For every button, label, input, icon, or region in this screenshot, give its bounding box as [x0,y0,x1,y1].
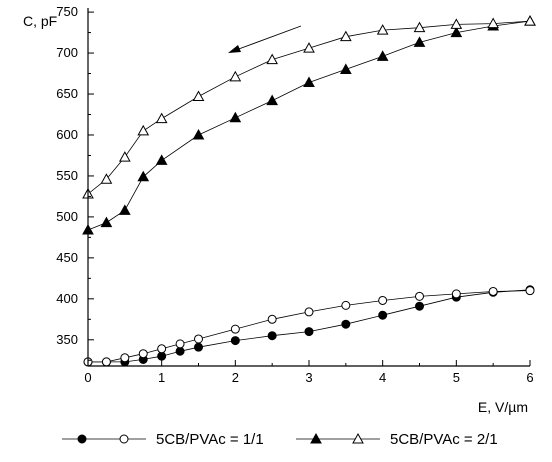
x-tick-label: 2 [232,370,239,385]
data-point-open-circle [451,289,461,299]
y-tick-label: 650 [56,86,78,101]
data-point-open-triangle [118,151,131,162]
data-point-filled-circle [157,351,167,361]
x-tick-label: 5 [453,370,460,385]
data-point-open-circle [341,300,351,310]
data-point-open-triangle [413,21,426,33]
data-point-open-circle [304,307,314,317]
data-point-open-circle [415,291,424,301]
data-point-open-triangle [487,17,500,29]
direction-arrow-head [228,45,241,53]
data-point-open-triangle [376,24,389,35]
data-point-filled-triangle [118,204,131,215]
x-tick-label: 3 [305,370,312,385]
data-point-open-circle [378,295,388,305]
y-tick-label: 700 [56,45,78,60]
data-point-filled-circle [267,331,277,341]
series-open-triangle [82,15,536,199]
data-point-open-circle [525,286,535,296]
annotation-layer [228,25,302,53]
data-point-open-triangle [229,70,242,82]
data-point-filled-circle [175,346,185,356]
series-line-filled-circle [88,289,531,363]
data-point-open-triangle [192,90,205,101]
y-tick-label: 500 [56,209,78,224]
x-tick-label: 1 [158,370,165,385]
data-point-open-circle [267,314,277,324]
x-axis-label: E, V/µm [478,399,528,415]
data-point-open-circle [120,353,130,363]
data-point-filled-triangle [137,170,150,182]
series-filled-triangle [82,15,536,235]
x-tick-label: 6 [526,370,533,385]
data-point-filled-circle [194,342,203,352]
data-point-filled-triangle [229,111,242,123]
data-point-filled-triangle [339,63,352,74]
series-open-circle [83,286,535,367]
y-tick-label: 600 [56,127,78,142]
data-point-filled-triangle [192,128,205,140]
data-point-filled-triangle [266,94,279,106]
series-layer [82,15,536,367]
data-point-open-triangle [100,173,113,184]
data-point-filled-triangle [155,154,168,165]
data-point-open-circle [138,349,148,359]
y-tick-label: 400 [56,291,78,306]
data-point-open-circle [175,339,185,349]
data-point-filled-circle [415,301,424,311]
data-point-open-triangle [303,42,315,53]
data-point-filled-triangle [376,50,389,61]
x-tick-label: 4 [379,370,386,385]
legend-entry-1: 5CB/PVAc = 1/1 [62,431,264,448]
legend: 5CB/PVAc = 1/1 5CB/PVAc = 2/1 [62,431,498,448]
data-point-filled-circle [304,327,314,337]
data-point-open-circle [157,344,167,354]
data-point-open-circle [101,357,111,367]
legend-marker-open-circle [119,434,129,444]
data-point-open-triangle [450,18,463,29]
y-axis-label: C, pF [23,13,57,29]
legend-label: 5CB/PVAc = 1/1 [156,431,264,448]
legend-marker-filled-triangle [310,432,322,444]
data-point-filled-triangle [413,36,426,47]
direction-arrow-shaft [235,25,302,51]
y-tick-label: 350 [56,332,78,347]
series-filled-circle [83,285,535,367]
data-point-filled-circle [378,310,388,320]
legend-label: 5CB/PVAc = 2/1 [390,431,498,448]
data-point-open-triangle [339,30,352,42]
data-point-open-circle [488,286,498,296]
legend-marker-filled-circle [77,434,87,444]
series-line-open-circle [88,290,531,363]
data-point-open-triangle [266,53,279,65]
data-point-filled-triangle [303,76,315,88]
legend-entry-2: 5CB/PVAc = 2/1 [296,431,498,448]
data-point-open-triangle [137,124,150,136]
y-tick-label: 550 [56,168,78,183]
data-point-filled-circle [230,336,240,346]
y-tick-label: 750 [56,4,78,19]
legend-marker-open-triangle [352,432,364,444]
data-point-open-circle [194,334,203,344]
data-point-open-circle [230,324,240,334]
data-point-open-triangle [155,112,168,124]
data-point-filled-circle [341,319,351,329]
y-tick-label: 450 [56,250,78,265]
x-tick-label: 0 [84,370,91,385]
data-point-open-triangle [524,15,536,26]
data-point-filled-triangle [450,26,463,38]
data-point-filled-triangle [100,216,113,228]
